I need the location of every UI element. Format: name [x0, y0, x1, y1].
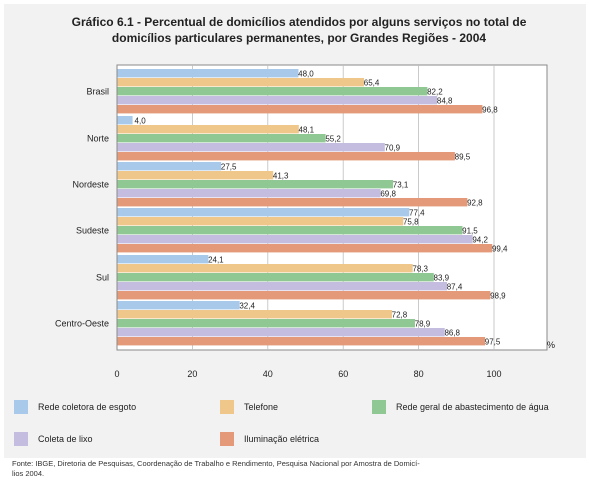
bar [117, 171, 274, 180]
data-label: 89,5 [455, 152, 471, 161]
bar [117, 244, 493, 253]
data-label: 48,1 [299, 125, 315, 134]
bar [117, 235, 473, 244]
bar [117, 198, 468, 207]
bar [117, 319, 415, 328]
legend-label: Coleta de lixo [38, 434, 93, 444]
data-label: 32,4 [239, 301, 255, 310]
bar [117, 273, 434, 282]
data-label: 27,5 [221, 162, 237, 171]
source-line-2: lios 2004. [12, 469, 45, 478]
data-label: 41,3 [273, 171, 289, 180]
data-label: 91,5 [462, 226, 478, 235]
x-tick-label: 100 [486, 369, 501, 379]
bar [117, 96, 438, 105]
bar [117, 264, 413, 273]
bar [117, 105, 483, 114]
data-label: 75,8 [403, 217, 419, 226]
data-label: 97,5 [485, 337, 501, 346]
bar [117, 328, 445, 337]
bar [117, 208, 410, 217]
data-label: 82,2 [427, 87, 443, 96]
data-labels: 48,0 65,4 82,284,8 96,8 4,0 48,1 55,2 70,9 89,5 2… [135, 69, 509, 346]
legend-label: Iluminação elétrica [244, 434, 320, 444]
category-label: Brasil [86, 87, 109, 97]
legend-swatch [372, 400, 386, 414]
data-label: 92,8 [467, 198, 483, 207]
category-labels: Brasil Norte Nordeste Sudeste Sul Centro-Oest… [55, 87, 109, 329]
bar-chart: 48,0 65,4 82,284,8 96,8 4,0 48,1 55,2 70,9 89,5 2… [55, 64, 555, 379]
data-label: 83,9 [434, 273, 450, 282]
data-label: 72,8 [392, 310, 408, 319]
data-label: 78,3 [412, 264, 428, 273]
data-label: 69,8 [380, 189, 396, 198]
data-label: 55,2 [325, 134, 341, 143]
bar [117, 152, 455, 161]
legend-swatch [220, 432, 234, 446]
bar [117, 301, 240, 310]
data-label: 4,0 [135, 116, 147, 125]
data-label: 87,4 [447, 282, 463, 291]
x-tick-label: 40 [263, 369, 273, 379]
bar [117, 255, 209, 264]
bar [117, 180, 394, 189]
source-note: Fonte: IBGE, Diretoria de Pesquisas, Coo… [12, 459, 572, 479]
x-tick-label: 0 [114, 369, 119, 379]
legend-swatch [14, 400, 28, 414]
data-label: 70,9 [385, 143, 401, 152]
data-label: 98,9 [490, 291, 506, 300]
chart-legend: Rede coletora de esgoto Telefone Rede gera… [4, 390, 586, 458]
category-label: Centro-Oeste [55, 319, 109, 329]
data-label: 77,4 [409, 208, 425, 217]
data-label: 73,1 [393, 180, 409, 189]
data-label: 99,4 [492, 244, 508, 253]
category-label: Norte [87, 134, 109, 144]
bar [117, 69, 299, 78]
data-label: 65,4 [364, 78, 380, 87]
x-tick-labels: 0 20 40 60 80 100 [114, 369, 501, 379]
bar [117, 125, 299, 134]
legend-swatch [220, 400, 234, 414]
data-label: 94,2 [472, 235, 488, 244]
chart-title-line-1: Gráfico 6.1 - Percentual de domicílios a… [71, 15, 527, 29]
bar [117, 143, 385, 152]
bar [117, 87, 428, 96]
bar [117, 116, 133, 125]
data-label: 78,9 [415, 319, 431, 328]
category-label: Nordeste [72, 180, 109, 190]
legend-swatch [14, 432, 28, 446]
bar [117, 78, 365, 87]
x-tick-label: 20 [187, 369, 197, 379]
chart-title-line-2: domicílios particulares permanentes, por… [111, 31, 487, 45]
category-label: Sul [96, 273, 109, 283]
bar [117, 162, 222, 171]
source-line-1: Fonte: IBGE, Diretoria de Pesquisas, Coo… [12, 459, 420, 468]
category-label: Sudeste [76, 226, 109, 236]
bar [117, 291, 491, 300]
data-label: 96,8 [482, 105, 498, 114]
bar [117, 217, 404, 226]
bar [117, 189, 381, 198]
x-axis-unit-label: % [547, 340, 555, 350]
data-label: 48,0 [298, 69, 314, 78]
x-tick-label: 80 [414, 369, 424, 379]
data-label: 84,8 [437, 96, 453, 105]
bars [117, 69, 493, 346]
bar [117, 134, 326, 143]
data-label: 24,1 [208, 255, 224, 264]
bar [117, 310, 392, 319]
x-tick-label: 60 [338, 369, 348, 379]
legend-label: Telefone [244, 402, 279, 412]
data-label: 86,8 [444, 328, 460, 337]
bar [117, 337, 486, 346]
bar [117, 282, 447, 291]
chart-title: Gráfico 6.1 - Percentual de domicílios a… [8, 14, 590, 46]
legend-label: Rede coletora de esgoto [38, 402, 137, 412]
bar [117, 226, 463, 235]
legend-label: Rede geral de abastecimento de água [396, 402, 549, 412]
